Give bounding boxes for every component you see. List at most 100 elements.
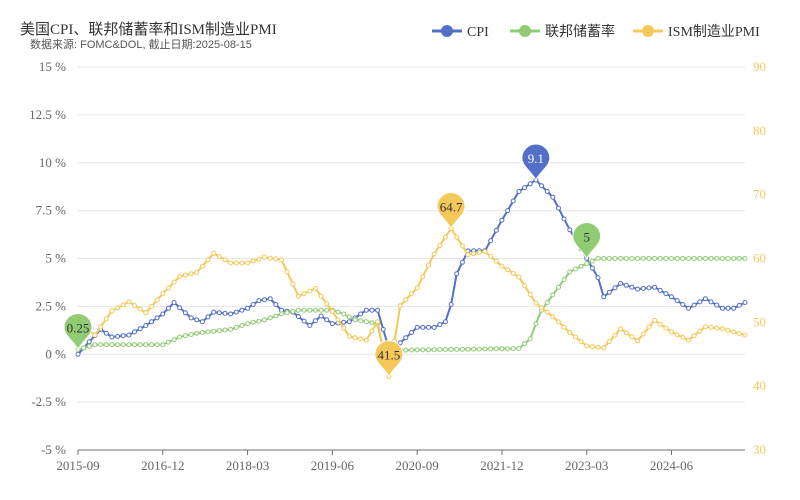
data-point [725,327,731,333]
data-point [516,346,522,351]
data-point [556,319,561,325]
data-point [352,335,358,341]
data-point [160,342,166,348]
data-point [442,234,448,240]
data-point [663,291,669,297]
data-point [510,346,516,352]
data-point [171,279,177,285]
data-point [324,301,330,307]
data-point [160,291,166,297]
data-point [606,256,612,261]
data-point [584,343,590,349]
data-point [177,273,183,279]
data-point [228,326,234,332]
data-point [279,257,284,263]
legend-item-fed-rate[interactable]: 联邦储蓄率 [510,23,615,40]
data-point [403,297,409,303]
data-point [697,256,703,261]
chart-subtitle: 数据来源: FOMC&DOL, 截止日期:2025-08-15 [30,37,252,51]
data-point [488,346,494,352]
data-point [143,310,149,316]
marker-pin-cpi[interactable]: 9.1 [521,143,551,182]
axes: 15 % 12.5 % 10 % 7.5 % 5 % 2.5 % 0 % -2.5 % -5 %… [29,59,766,473]
data-point [397,303,403,309]
data-point [182,272,188,278]
data-point [606,339,612,344]
data-point [680,256,686,261]
data-point [414,347,420,353]
data-point [652,317,658,323]
data-point [680,302,686,307]
data-point [165,305,171,311]
data-point [448,302,454,307]
data-point [618,280,624,286]
data-point [363,319,369,325]
data-point [205,257,211,263]
data-point [143,323,149,328]
marker-pin-pmi[interactable]: 41.5 [374,340,404,378]
data-point [301,307,307,313]
data-point [132,342,137,348]
marker-pin-pmi[interactable]: 64.7 [436,192,466,230]
data-point [262,254,267,260]
data-point [216,310,222,316]
data-point [488,238,494,244]
data-point [188,332,194,337]
data-point [556,284,561,290]
data-point [267,296,273,302]
data-point [211,328,217,334]
marker-pin-fed-rate[interactable]: 5 [572,222,602,260]
data-point [516,274,522,280]
data-point [346,314,352,320]
data-point [245,260,251,266]
data-point [177,305,183,311]
data-point [589,258,595,264]
data-point [245,321,251,327]
data-point [714,256,720,261]
data-point [363,307,369,313]
data-point [358,318,364,324]
data-point [199,319,205,325]
y-left-tick-label: 7.5 % [36,203,67,218]
data-point [75,351,81,357]
legend-item-pmi[interactable]: ISM制造业PMI [633,24,760,40]
data-point [245,305,251,311]
data-point [375,319,381,325]
data-point [126,332,132,338]
data-point [488,253,494,259]
legend-item-cpi[interactable]: CPI [432,25,489,40]
data-point [132,329,137,335]
data-point [329,321,335,327]
data-point [527,181,533,187]
legend[interactable]: CPI 联邦储蓄率 ISM制造业PMI [432,23,760,40]
y-left-tick-label: 5 % [45,251,66,266]
data-point [719,305,725,311]
data-point [742,300,748,305]
data-point [657,321,663,327]
data-point [539,183,544,189]
data-point [341,311,347,317]
data-point [250,302,256,307]
data-point [669,329,674,335]
data-point [120,333,126,339]
data-point [714,325,720,331]
data-point [499,217,505,223]
data-point [674,332,680,338]
data-point [476,346,482,352]
data-point [539,305,544,311]
data-point [426,347,431,353]
data-point [606,289,612,295]
data-point [324,307,330,313]
data-point [561,216,567,222]
data-point [697,299,703,305]
data-point [369,307,375,313]
data-point [279,311,284,317]
marker-pin-label: 5 [583,230,590,245]
data-point [149,319,154,325]
data-point [363,337,369,343]
data-point [686,256,691,261]
data-point [262,317,267,323]
marker-pin-cpi[interactable]: 0.25 [63,313,93,351]
data-point [646,285,652,291]
data-point [719,326,725,332]
